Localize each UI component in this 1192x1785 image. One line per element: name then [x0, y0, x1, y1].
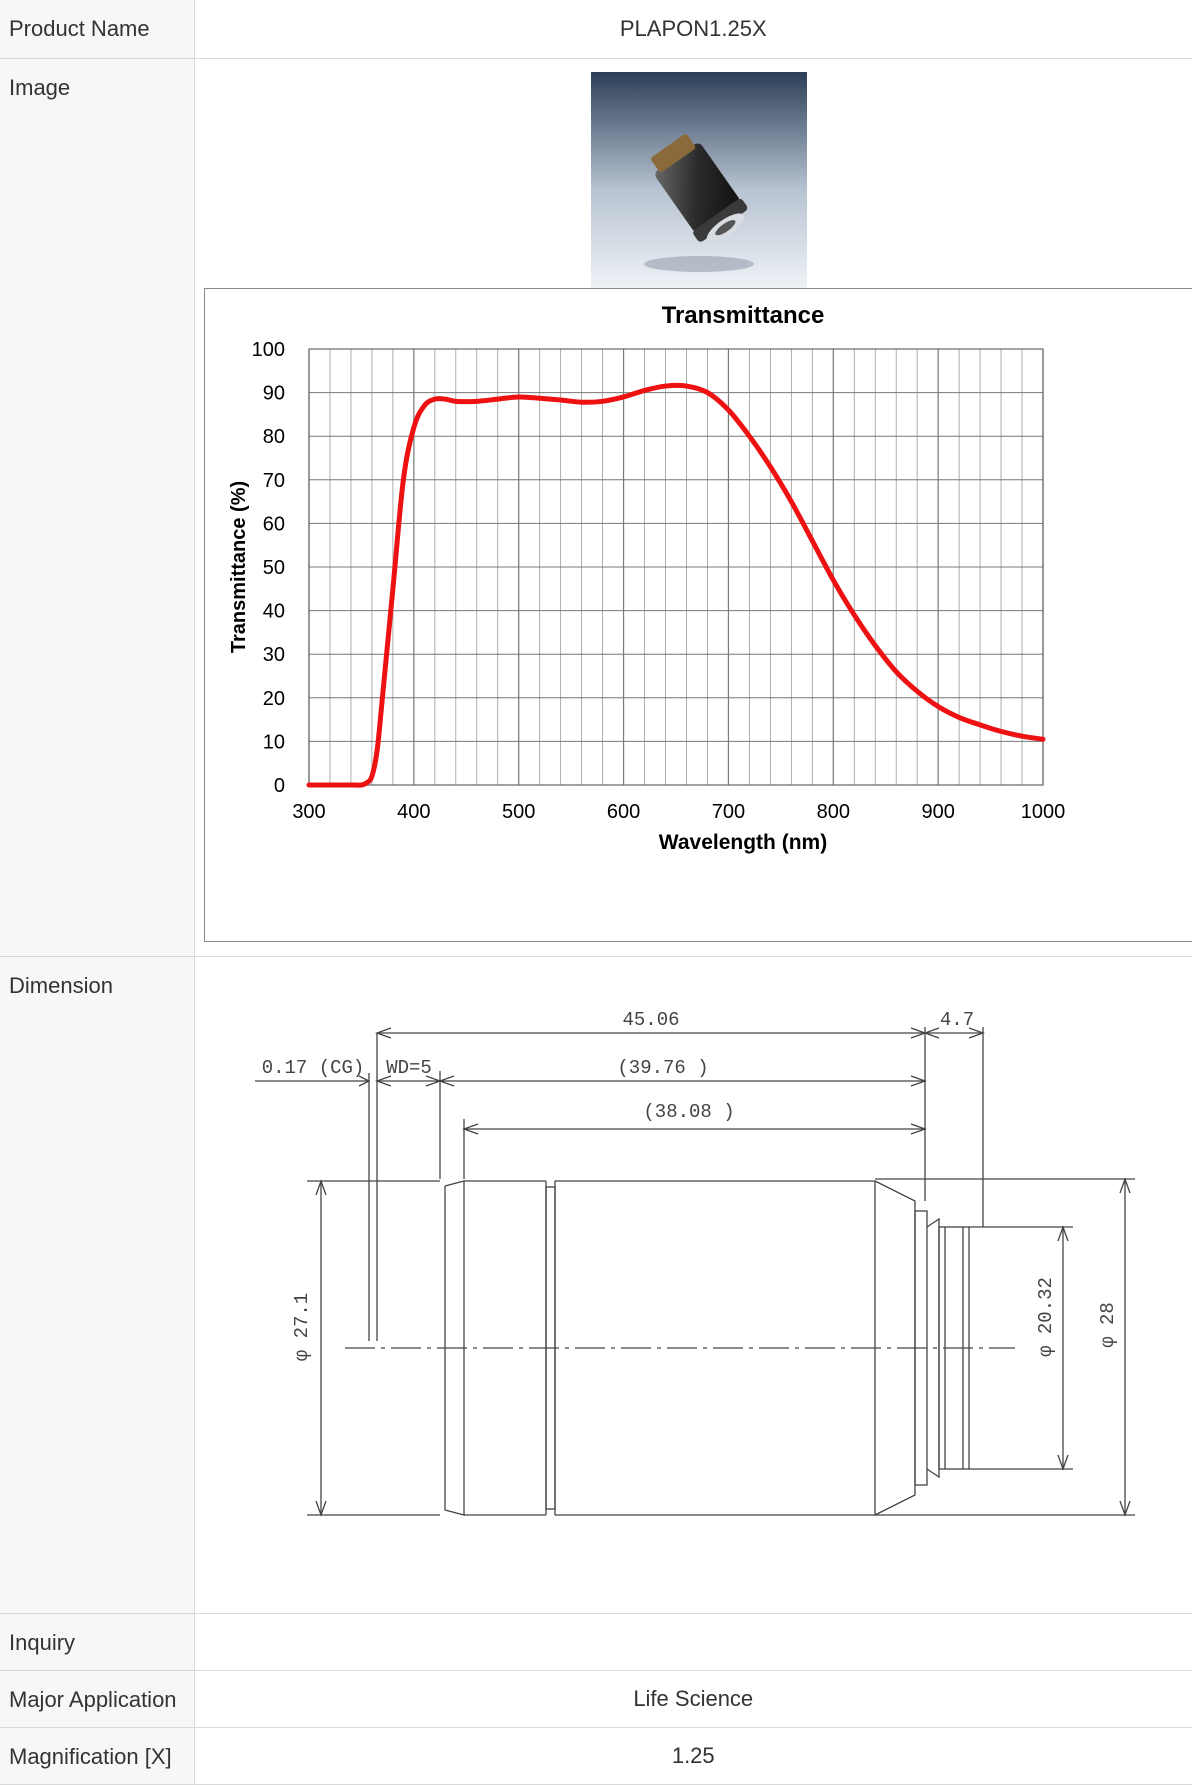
dim-parfocal-length: (39.76 ): [617, 1057, 708, 1079]
dim-max-diameter: φ 28: [1097, 1302, 1119, 1348]
x-tick-label: 600: [606, 801, 639, 823]
x-tick-label: 700: [711, 801, 744, 823]
y-tick-label: 20: [262, 688, 284, 710]
y-tick-label: 40: [262, 601, 284, 623]
x-tick-labels: 300 400 500 600 700 800 900 1000: [292, 801, 1065, 823]
dim-mount-length: 4.7: [939, 1009, 973, 1031]
dim-working-distance: WD=5: [386, 1057, 432, 1079]
label-magnification: Magnification [X]: [0, 1728, 194, 1785]
product-photo: [591, 72, 807, 288]
row-major-application: Major Application Life Science: [0, 1671, 1192, 1728]
transmittance-chart-frame: Transmittance 0 10 20 30 40 50 60 70 80 90 100 300…: [204, 288, 1192, 942]
y-tick-label: 60: [262, 513, 284, 535]
label-image: Image: [0, 59, 194, 957]
y-axis-label: Transmittance (%): [228, 481, 250, 653]
label-product-name: Product Name: [0, 0, 194, 59]
chart-title: Transmittance: [661, 302, 824, 329]
dim-thread-diameter: φ 20.32: [1035, 1277, 1057, 1357]
x-tick-label: 400: [397, 801, 430, 823]
y-tick-label: 90: [262, 383, 284, 405]
row-image: Image: [0, 59, 1192, 957]
row-inquiry: Inquiry: [0, 1614, 1192, 1671]
dimension-drawing: 45.06 4.7 0.17 (CG) WD=5 (39.76 ) (38.08…: [195, 957, 1191, 1607]
transmittance-chart: Transmittance 0 10 20 30 40 50 60 70 80 90 100 300…: [205, 289, 1192, 941]
value-inquiry: [194, 1614, 1192, 1671]
dim-body-diameter: φ 27.1: [291, 1293, 313, 1361]
x-tick-label: 500: [502, 801, 535, 823]
y-tick-label: 100: [251, 339, 284, 361]
series-line-transmittance: [309, 385, 1043, 785]
x-tick-label: 900: [921, 801, 954, 823]
label-major-application: Major Application: [0, 1671, 194, 1728]
x-tick-label: 800: [816, 801, 849, 823]
dim-overall-length: 45.06: [622, 1009, 679, 1031]
label-inquiry: Inquiry: [0, 1614, 194, 1671]
value-magnification: 1.25: [194, 1728, 1192, 1785]
row-magnification: Magnification [X] 1.25: [0, 1728, 1192, 1785]
y-tick-label: 10: [262, 731, 284, 753]
x-tick-label: 1000: [1020, 801, 1065, 823]
y-tick-label: 50: [262, 557, 284, 579]
y-tick-labels: 0 10 20 30 40 50 60 70 80 90 100: [251, 339, 284, 797]
y-tick-label: 80: [262, 426, 284, 448]
row-dimension: Dimension: [0, 957, 1192, 1614]
x-tick-label: 300: [292, 801, 325, 823]
y-tick-label: 70: [262, 470, 284, 492]
x-axis-label: Wavelength (nm): [658, 831, 826, 854]
value-major-application: Life Science: [194, 1671, 1192, 1728]
y-tick-label: 0: [273, 775, 284, 797]
label-dimension: Dimension: [0, 957, 194, 1614]
dim-cover-glass: 0.17 (CG): [261, 1057, 364, 1079]
y-tick-label: 30: [262, 644, 284, 666]
dim-body-length: (38.08 ): [643, 1101, 734, 1123]
value-product-name: PLAPON1.25X: [194, 0, 1192, 59]
row-product-name: Product Name PLAPON1.25X: [0, 0, 1192, 59]
